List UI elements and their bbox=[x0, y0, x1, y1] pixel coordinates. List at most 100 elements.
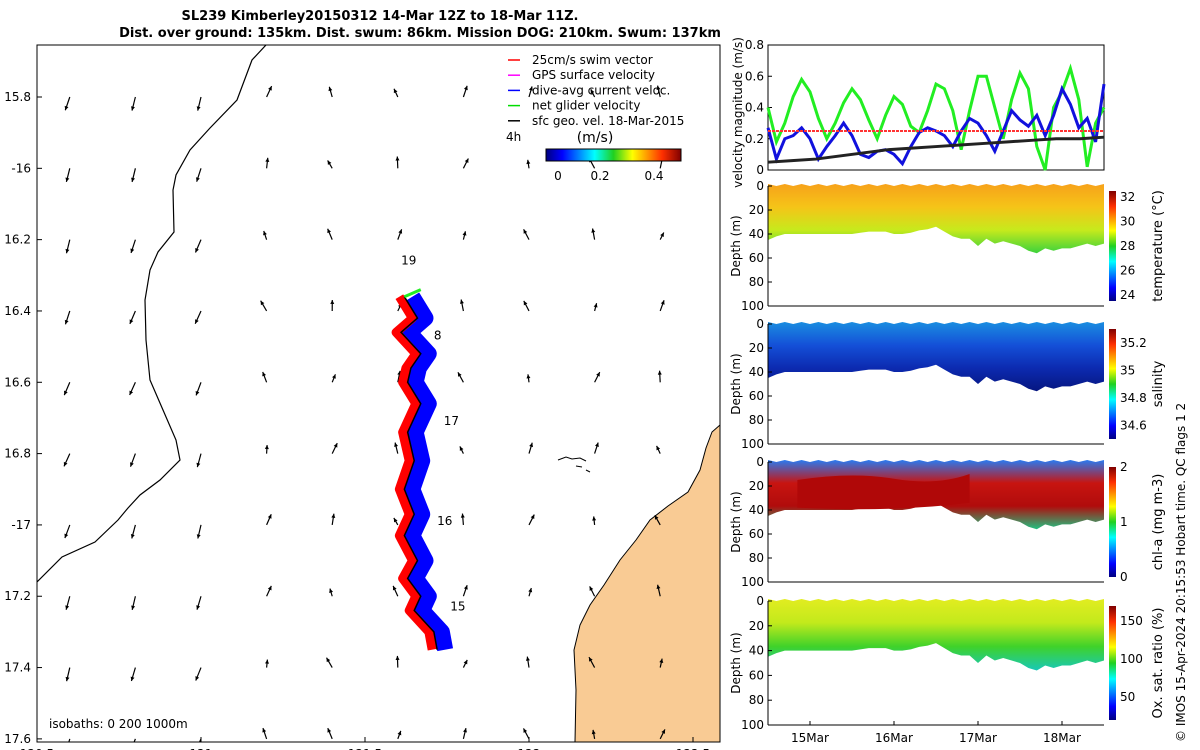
y-tick-label: 0.8 bbox=[745, 38, 764, 52]
salinity-panel: 0 20 40 60 80 100 Depth (m) 34.6 34.8 35 35.2 salin… bbox=[729, 317, 1166, 451]
current-arrow bbox=[196, 453, 202, 468]
current-arrow bbox=[330, 299, 335, 311]
island bbox=[557, 456, 591, 473]
y-tick-label: 17.6 bbox=[4, 732, 31, 746]
x-tick-label: 122.5 bbox=[676, 747, 710, 750]
y-tick-label: 17.2 bbox=[4, 589, 31, 603]
current-arrow bbox=[589, 586, 596, 597]
current-arrow bbox=[266, 585, 272, 597]
current-arrow bbox=[525, 656, 530, 668]
y-axis-label: Depth (m) bbox=[729, 632, 743, 693]
current-arrow bbox=[64, 96, 71, 111]
current-arrow bbox=[462, 85, 468, 98]
y-tick-label: 16.8 bbox=[4, 447, 31, 461]
glider-track: 19 8 17 16 15 bbox=[391, 254, 466, 652]
current-arrow bbox=[265, 659, 270, 668]
colorbar-tick-label: 0 bbox=[554, 169, 562, 183]
current-arrow bbox=[526, 374, 531, 383]
current-arrow bbox=[129, 382, 136, 396]
current-arrow bbox=[460, 513, 465, 525]
x-tick-label: 16Mar bbox=[875, 731, 913, 745]
y-tick-label: -17 bbox=[11, 518, 31, 532]
current-arrow bbox=[133, 738, 136, 742]
colorbar-tick-label: 2 bbox=[1120, 460, 1128, 474]
current-arrow bbox=[328, 86, 333, 98]
isobath-line bbox=[37, 45, 267, 583]
current-arrow bbox=[659, 658, 664, 668]
y-tick-label: 80 bbox=[749, 551, 764, 565]
colorbar-tick-label: 100 bbox=[1120, 652, 1143, 666]
legend-label: GPS surface velocity bbox=[532, 68, 655, 82]
current-arrow bbox=[656, 445, 661, 454]
colorbar-label: temperature (°C) bbox=[1151, 190, 1166, 302]
colorbar-tick-label: 34.6 bbox=[1120, 418, 1147, 432]
y-tick-label: 0.2 bbox=[745, 132, 764, 146]
current-arrow bbox=[196, 96, 202, 111]
current-arrow bbox=[195, 382, 202, 396]
current-arrow bbox=[594, 442, 599, 454]
current-arrow bbox=[462, 659, 468, 668]
map-panel: 19 8 17 16 15 120.5 121 121.5 122 122.5 15.8 -16 16… bbox=[4, 44, 721, 750]
temperature-panel: 0 20 40 60 80 100 Depth (m) 24 26 28 30 32 temperatu… bbox=[729, 179, 1166, 313]
current-arrow bbox=[68, 738, 71, 742]
current-arrow bbox=[591, 228, 596, 240]
chl-a-panel: 0 20 40 60 80 100 Depth (m) 0 1 2 chl-a (mg m-3) bbox=[729, 455, 1166, 589]
day-label: 15 bbox=[450, 600, 465, 614]
isobaths-label: isobaths: 0 200 1000m bbox=[49, 717, 188, 731]
colorbar-tick-label: 0.4 bbox=[644, 169, 663, 183]
current-arrow bbox=[195, 168, 202, 182]
current-arrow bbox=[130, 667, 136, 682]
colorbar-label: (m/s) bbox=[577, 130, 614, 146]
current-arrow bbox=[129, 310, 136, 325]
current-arrow bbox=[65, 168, 71, 183]
map-frame bbox=[36, 44, 721, 743]
current-arrow bbox=[523, 300, 530, 312]
x-tick-label: 17Mar bbox=[959, 731, 997, 745]
y-tick-label: 80 bbox=[749, 693, 764, 707]
colorbar-tick-label: 0.2 bbox=[590, 169, 609, 183]
y-tick-label: 0 bbox=[756, 455, 764, 469]
colorbar-tick-label: 32 bbox=[1120, 190, 1135, 204]
y-tick-label: 0 bbox=[756, 594, 764, 608]
x-tick-label: 121.5 bbox=[348, 747, 382, 750]
land bbox=[573, 424, 720, 742]
current-arrow bbox=[656, 85, 661, 98]
salinity-colorbar bbox=[1109, 329, 1116, 439]
oxygen-colorbar bbox=[1109, 606, 1116, 720]
legend-label: sfc geo. vel. 18-Mar-2015 bbox=[532, 114, 684, 128]
x-tick-label: 15Mar bbox=[791, 731, 829, 745]
current-arrow bbox=[462, 727, 467, 740]
y-tick-label: 16.2 bbox=[4, 233, 31, 247]
current-arrow bbox=[397, 229, 403, 240]
current-arrow bbox=[594, 371, 601, 383]
colorbar-tick-label: 24 bbox=[1120, 288, 1135, 302]
current-arrow bbox=[260, 300, 268, 312]
credit-text: © IMOS 15-Apr-2024 20:15:53 Hobart time.… bbox=[1174, 403, 1188, 742]
interval-label: 4h bbox=[506, 130, 521, 144]
current-arrow bbox=[592, 516, 597, 525]
current-arrow bbox=[130, 239, 136, 254]
colorbar-tick-label: 1 bbox=[1120, 515, 1128, 529]
temperature-colorbar bbox=[1109, 191, 1116, 301]
y-tick-label: 20 bbox=[749, 619, 764, 633]
colorbar-tick-label: 28 bbox=[1120, 239, 1135, 253]
y-tick-label: 20 bbox=[749, 203, 764, 217]
current-arrow bbox=[459, 446, 464, 454]
current-arrow bbox=[195, 667, 202, 681]
current-arrow bbox=[65, 667, 71, 682]
current-arrow bbox=[462, 158, 469, 169]
current-arrow bbox=[526, 159, 531, 169]
y-axis-label: velocity magnitude (m/s) bbox=[731, 37, 745, 188]
current-arrow bbox=[659, 300, 665, 312]
y-tick-label: 40 bbox=[749, 644, 764, 658]
y-axis-label: Depth (m) bbox=[729, 491, 743, 552]
current-arrow bbox=[523, 229, 530, 240]
current-arrow bbox=[528, 442, 534, 454]
current-arrow bbox=[459, 299, 464, 312]
current-arrow bbox=[131, 596, 136, 611]
colorbar-tick-label: 50 bbox=[1120, 690, 1135, 704]
figure-subtitle: Dist. over ground: 135km. Dist. swum: 86… bbox=[119, 26, 721, 41]
